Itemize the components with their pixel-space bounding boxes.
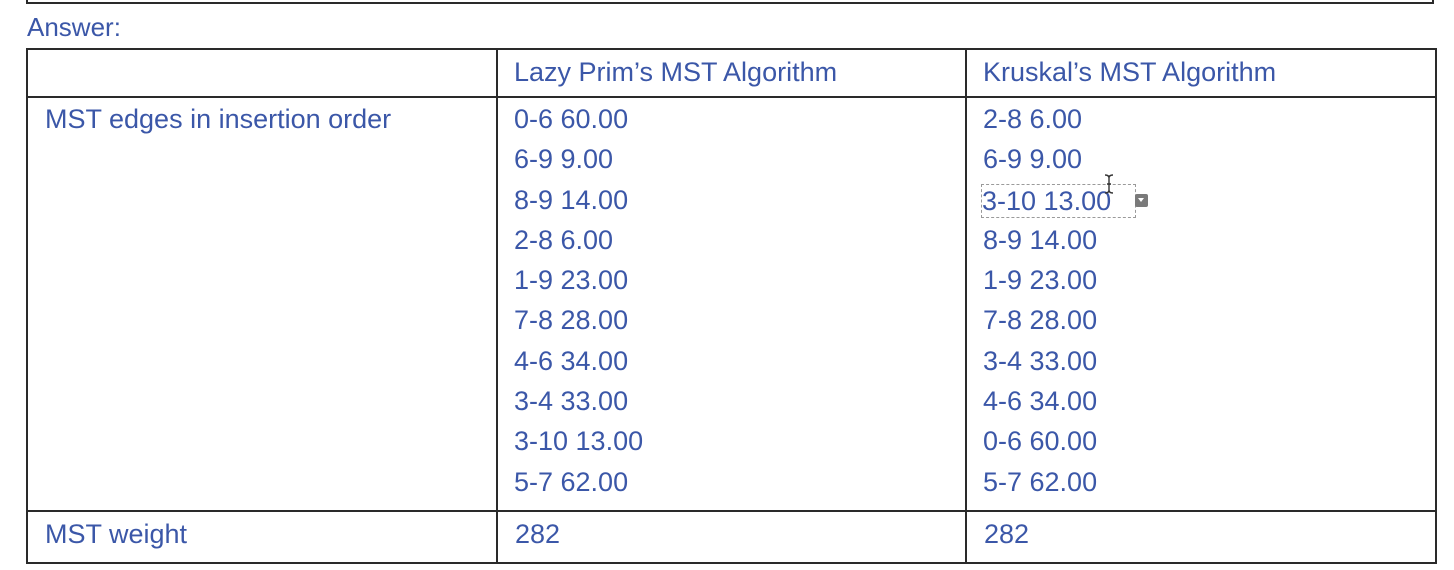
kruskal-edge-item: 7-8 28.00	[983, 305, 1098, 336]
edges-label-cell[interactable]: MST edges in insertion order	[26, 96, 498, 512]
prim-edge-item: 8-9 14.00	[514, 184, 629, 215]
kruskal-edge-item: 4-6 34.00	[983, 386, 1098, 417]
kruskal-edge-item: 8-9 14.00	[983, 224, 1098, 255]
prim-edge-item: 0-6 60.00	[514, 104, 629, 134]
prim-edge-item: 4-6 34.00	[514, 345, 629, 376]
previous-table-bottom-border	[26, 0, 1434, 4]
prim-weight-cell[interactable]: 282	[496, 509, 967, 564]
kruskal-edge-item: 0-6 60.00	[983, 426, 1098, 457]
text-cursor-icon	[1104, 174, 1114, 194]
prim-edge-item: 2-8 6.00	[514, 224, 614, 255]
kruskal-edge-item: 1-9 23.00	[983, 265, 1098, 296]
prim-edges-cell[interactable]: 0-6 60.00 6-9 9.00 8-9 14.00 2-8 6.00 1-9 23…	[496, 96, 967, 512]
weight-label-cell[interactable]: MST weight	[26, 509, 498, 564]
kruskal-edge-item: 3-10 13.00	[981, 183, 1435, 224]
prim-edge-item: 5-7 62.00	[514, 466, 629, 497]
table-row-weight: MST weight 282 282	[26, 509, 1437, 564]
answer-label: Answer:	[27, 12, 121, 42]
dropdown-handle-icon[interactable]	[1135, 193, 1148, 207]
kruskal-edge-item: 6-9 9.00	[983, 144, 1083, 175]
kruskal-edge-list: 2-8 6.00 6-9 9.00 3-10 13.00 8-9 14.00 1-9 2…	[967, 98, 1435, 510]
prim-edge-item: 1-9 23.00	[514, 265, 629, 296]
prim-edge-list: 0-6 60.00 6-9 9.00 8-9 14.00 2-8 6.00 1-9 23…	[498, 98, 965, 510]
prim-edge-item: 3-10 13.00	[514, 426, 644, 457]
table-row-edges: MST edges in insertion order 0-6 60.00 6-…	[26, 96, 1437, 512]
table-header-row: Lazy Prim’s MST Algorithm Kruskal’s MST …	[26, 48, 1437, 98]
kruskal-edges-cell[interactable]: 2-8 6.00 6-9 9.00 3-10 13.00 8-9 14.00 1-9 2…	[965, 96, 1437, 512]
selected-edge-text[interactable]: 3-10 13.00	[981, 183, 1137, 218]
kruskal-edge-item: 2-8 6.00	[983, 104, 1083, 134]
prim-edge-item: 3-4 33.00	[514, 386, 629, 417]
prim-edge-item: 6-9 9.00	[514, 144, 614, 175]
mst-comparison-table: Lazy Prim’s MST Algorithm Kruskal’s MST …	[26, 48, 1437, 564]
prim-edge-item: 7-8 28.00	[514, 305, 629, 336]
header-kruskal-cell[interactable]: Kruskal’s MST Algorithm	[965, 48, 1437, 98]
header-prim-cell[interactable]: Lazy Prim’s MST Algorithm	[496, 48, 967, 98]
kruskal-edge-item: 5-7 62.00	[983, 466, 1098, 497]
header-empty-cell[interactable]	[26, 48, 498, 98]
kruskal-edge-item: 3-4 33.00	[983, 345, 1098, 376]
kruskal-weight-cell[interactable]: 282	[965, 509, 1437, 564]
